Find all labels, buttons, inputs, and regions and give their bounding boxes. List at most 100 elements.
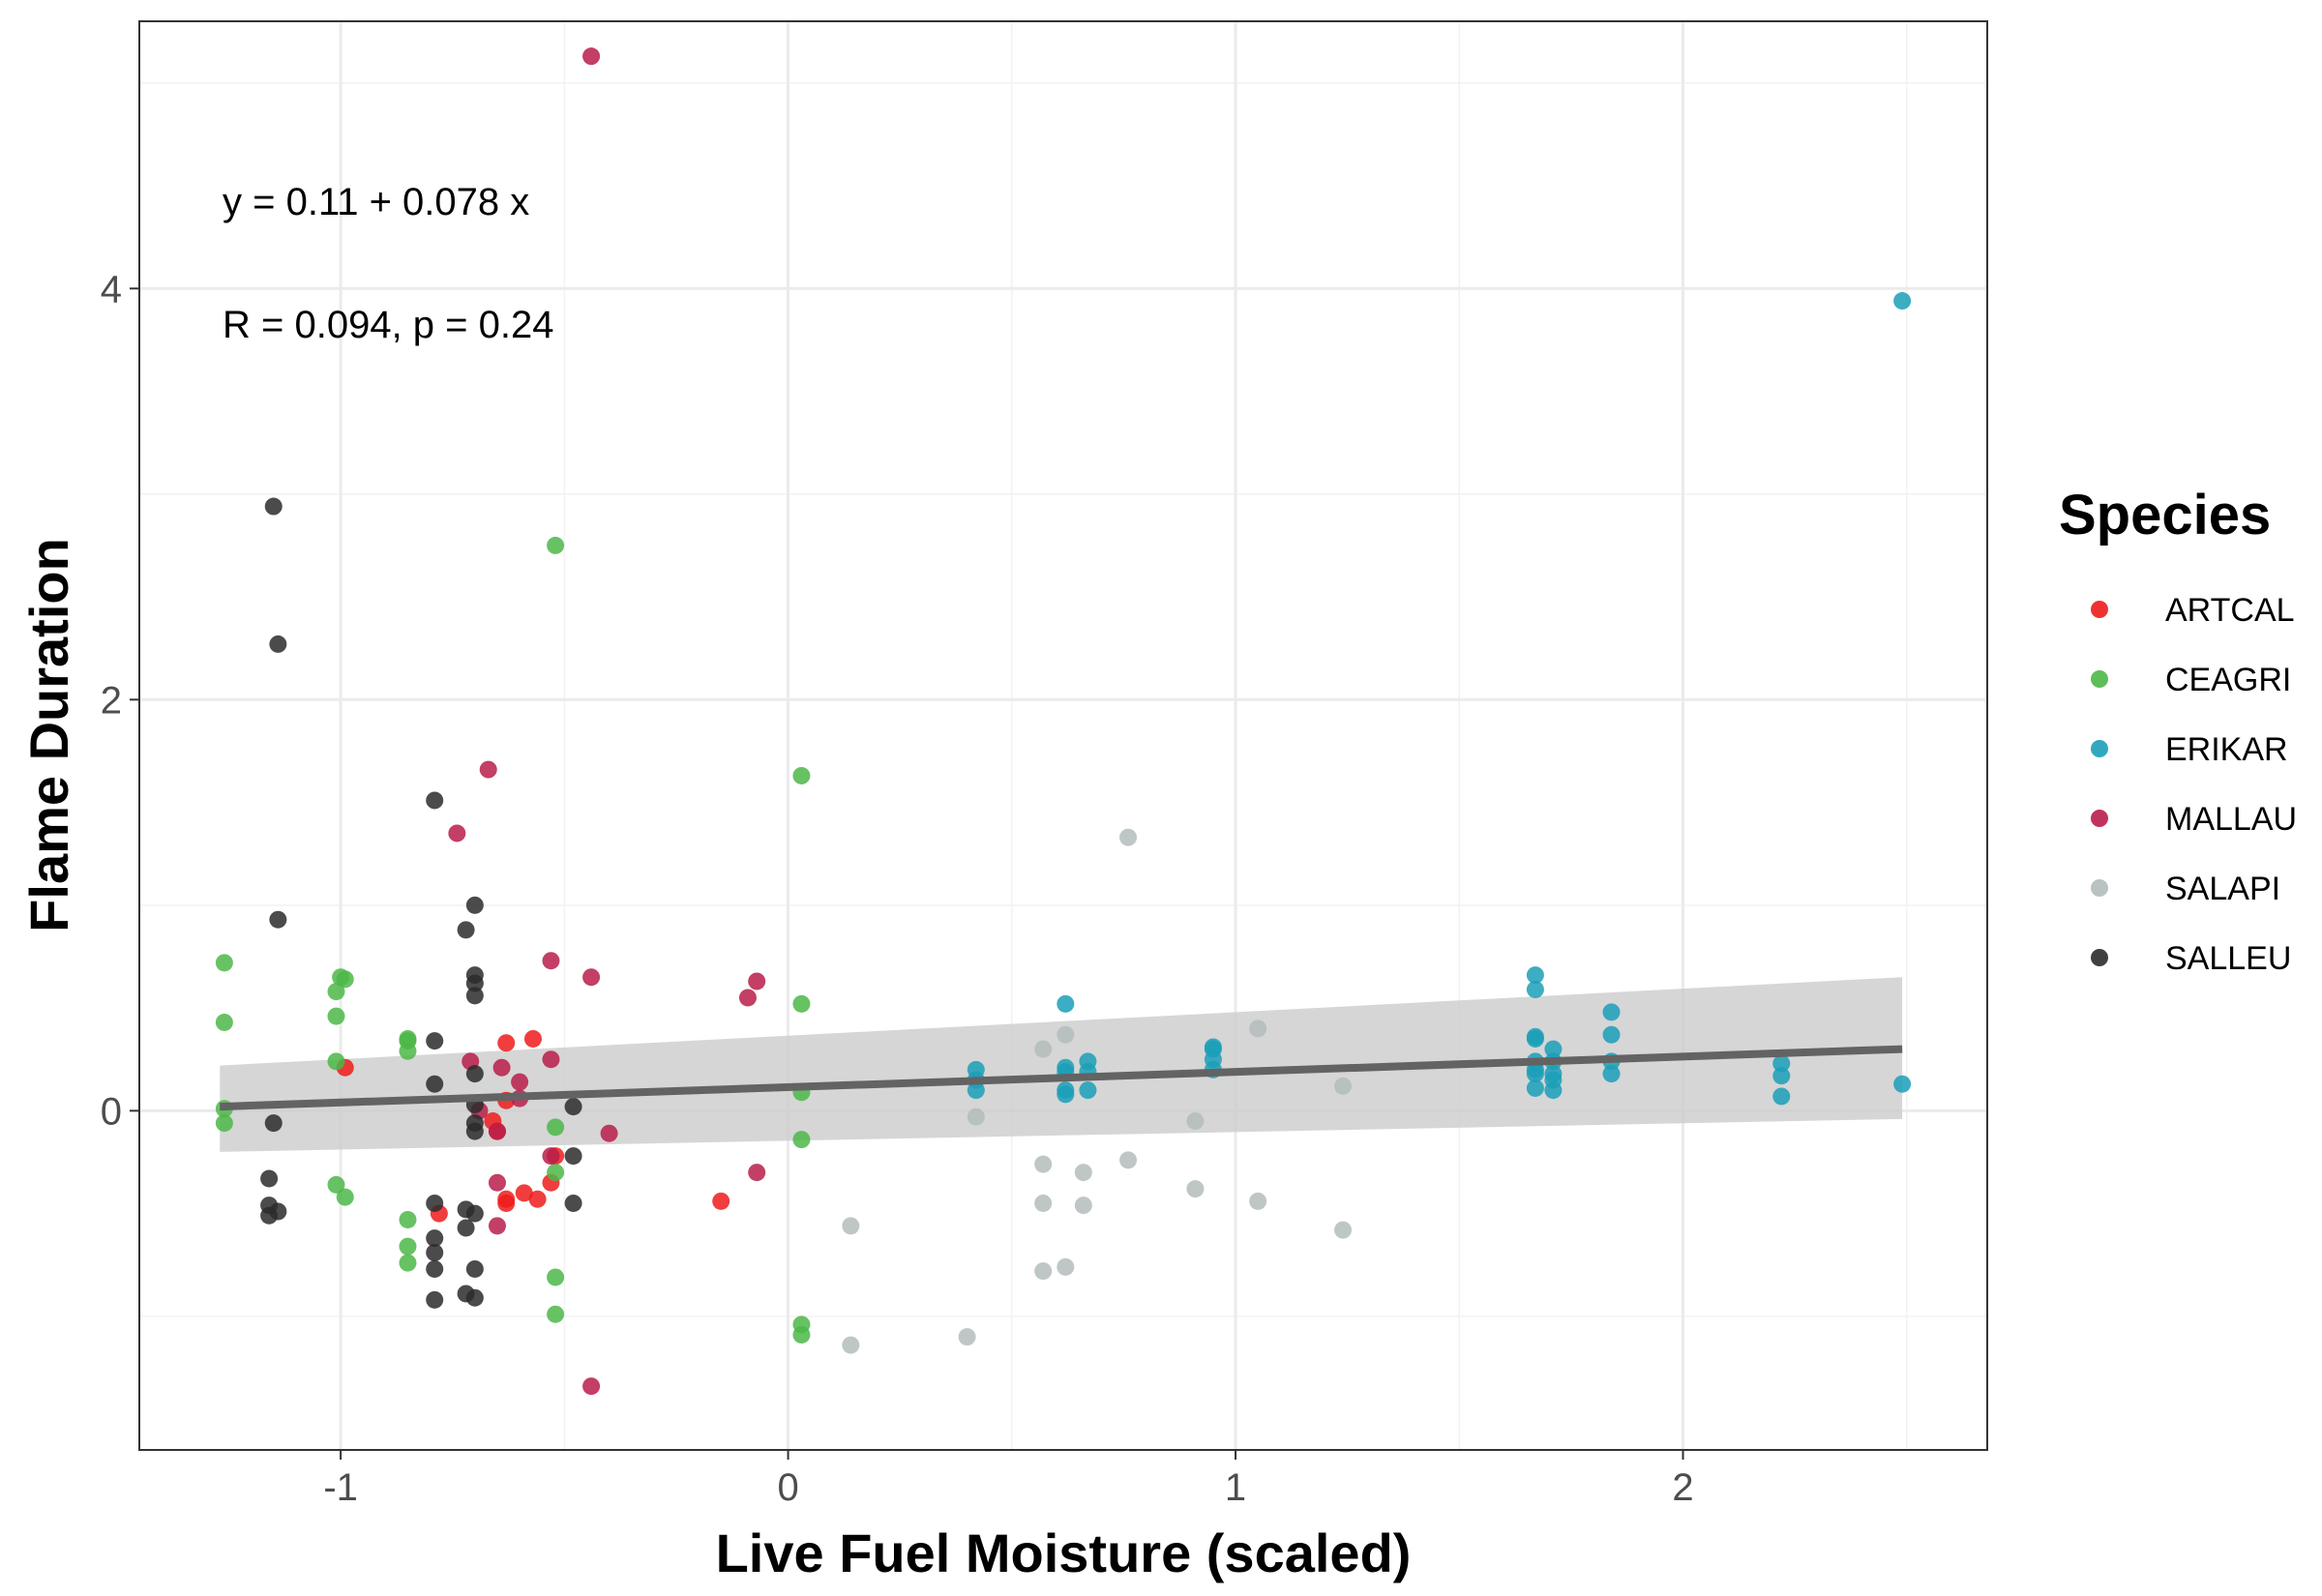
data-point [748, 972, 766, 990]
legend-key [2091, 879, 2108, 897]
data-point [492, 1058, 511, 1077]
data-point [1334, 1077, 1353, 1095]
data-point [712, 1192, 730, 1210]
data-point [465, 1288, 484, 1307]
data-point [497, 1034, 516, 1052]
data-point [426, 1194, 444, 1212]
x-axis-title: Live Fuel Moisture (scaled) [716, 1522, 1412, 1583]
data-point [465, 1204, 484, 1223]
data-point [582, 1377, 601, 1396]
data-point [260, 1206, 279, 1225]
legend-label: MALLAU [2165, 801, 2297, 838]
data-point [564, 1098, 582, 1116]
data-point [1334, 1221, 1353, 1239]
data-point [600, 1124, 618, 1142]
data-point [399, 1210, 417, 1228]
data-point [1057, 1085, 1075, 1104]
data-point [1602, 1025, 1621, 1044]
data-point [1602, 1003, 1621, 1021]
data-point [1526, 1029, 1544, 1048]
data-point [1544, 1040, 1563, 1058]
data-point [738, 989, 757, 1007]
x-tick-label: 2 [1672, 1466, 1693, 1509]
data-point [448, 824, 466, 842]
legend-label: ERIKAR [2165, 731, 2288, 768]
data-point [511, 1073, 529, 1091]
data-point [547, 1305, 565, 1323]
data-point [1079, 1081, 1097, 1100]
data-point [542, 952, 560, 970]
data-point [426, 1290, 444, 1309]
data-point [215, 954, 233, 972]
data-point [842, 1336, 860, 1354]
data-point [1526, 1079, 1544, 1097]
data-point [1772, 1067, 1791, 1085]
legend-key [2091, 949, 2108, 966]
data-point [564, 1147, 582, 1166]
data-point [1772, 1087, 1791, 1106]
data-point [426, 1075, 444, 1093]
data-point [1772, 1054, 1791, 1073]
data-point [1602, 1065, 1621, 1083]
legend-item-erikar: ERIKAR [2091, 731, 2288, 768]
legend-title: Species [2059, 484, 2271, 547]
data-point [264, 497, 283, 516]
data-point [260, 1169, 279, 1188]
data-point [426, 1243, 444, 1261]
fit-line-layer [220, 1045, 1903, 1111]
data-point [547, 1164, 565, 1182]
data-point [269, 635, 287, 653]
data-point [327, 1007, 345, 1025]
data-point [1526, 1065, 1544, 1083]
data-point [1526, 966, 1544, 985]
y-axis-title: Flame Duration [18, 538, 79, 932]
data-point [547, 1118, 565, 1137]
data-point [792, 1325, 811, 1344]
y-tick-label: 2 [101, 679, 122, 722]
data-point [582, 968, 601, 987]
legend-item-salapi: SALAPI [2091, 871, 2280, 907]
equation-annotation: y = 0.11 + 0.078 x [223, 181, 529, 223]
legend-key [2091, 601, 2108, 618]
data-point [1249, 1020, 1267, 1038]
data-point [457, 1219, 475, 1237]
data-point [269, 910, 287, 929]
data-point [488, 1217, 506, 1235]
data-point [465, 1065, 484, 1083]
grid-lines [139, 21, 1987, 1450]
data-point [1544, 1081, 1563, 1100]
data-point [488, 1122, 506, 1140]
data-point [792, 994, 811, 1013]
legend-label: SALAPI [2165, 871, 2280, 907]
legend-key [2091, 740, 2108, 757]
y-tick-label: 0 [101, 1090, 122, 1133]
data-point [1119, 1151, 1138, 1169]
data-point [327, 1175, 345, 1194]
fit-line [220, 1045, 1903, 1111]
data-point [1057, 994, 1075, 1013]
data-point [465, 1259, 484, 1278]
data-point [582, 47, 601, 66]
x-tick-label: 1 [1225, 1466, 1246, 1509]
data-point [1057, 1257, 1075, 1276]
data-point [515, 1184, 533, 1202]
legend: Species ARTCAL CEAGRI ERIKAR MALLAU SALAPI SA… [2059, 484, 2297, 977]
data-point [426, 1032, 444, 1050]
legend-label: CEAGRI [2165, 662, 2291, 698]
data-point [967, 1081, 985, 1100]
data-point [1893, 292, 1912, 310]
data-point [426, 1259, 444, 1278]
data-point [1034, 1194, 1053, 1212]
stats-annotation: R = 0.094, p = 0.24 [223, 304, 553, 346]
data-point [523, 1029, 542, 1048]
data-point [426, 1229, 444, 1248]
data-point [1034, 1262, 1053, 1281]
data-point [497, 1194, 516, 1212]
legend-key [2091, 810, 2108, 827]
data-point [336, 970, 354, 989]
series-salapi [842, 828, 1353, 1354]
data-point [1074, 1164, 1092, 1182]
data-point [528, 1190, 547, 1208]
